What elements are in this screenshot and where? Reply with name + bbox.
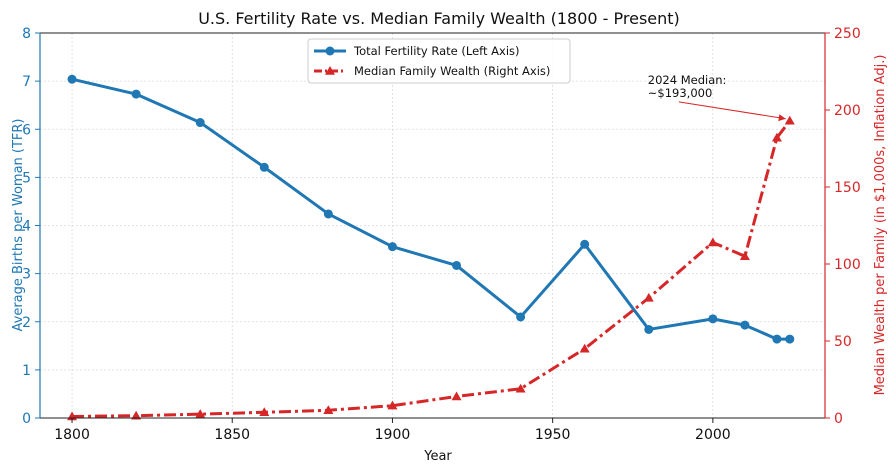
y-right-tick-label: 0 [834, 411, 843, 427]
x-tick-label: 2000 [695, 427, 731, 443]
fertility-point [785, 334, 795, 344]
fertility-point [131, 89, 141, 99]
fertility-point [195, 118, 205, 128]
x-tick-label: 1950 [535, 427, 571, 443]
fertility-point [644, 324, 654, 334]
wealth-point [784, 115, 795, 125]
axes: 1800 1850 1900 1950 2000 0 1 2 3 4 5 6 7 8 0 50 100 150 20… [22, 26, 861, 443]
y-left-tick-label: 4 [22, 219, 31, 235]
plot-series [67, 74, 795, 421]
annotation-arrow-line [678, 101, 786, 120]
x-tick-label: 1800 [54, 427, 90, 443]
annotation-text: ~$193,000 [648, 86, 713, 100]
annotation-text: 2024 Median: [648, 73, 727, 87]
wealth-point [579, 343, 590, 353]
wealth-line [72, 119, 791, 418]
series-wealth [67, 115, 795, 421]
y-left-tick-label: 1 [22, 363, 31, 379]
fertility-point [580, 239, 590, 249]
legend-entry-label: Total Fertility Rate (Left Axis) [353, 44, 520, 58]
y-left-tick-label: 7 [22, 74, 31, 90]
wealth-point [131, 410, 142, 420]
fertility-point [67, 74, 77, 84]
wealth-point [451, 391, 462, 401]
annotation: 2024 Median:~$193,000 [648, 73, 786, 122]
x-tick-label: 1850 [214, 427, 250, 443]
legend: Total Fertility Rate (Left Axis) Median F… [307, 38, 571, 84]
legend-marker [325, 66, 335, 75]
fertility-point [516, 312, 526, 322]
y-axis-right-label: Median Wealth per Family (in $1,000s, In… [873, 55, 888, 396]
wealth-point [259, 407, 270, 417]
x-axis-label: Year [423, 449, 452, 464]
y-right-tick-label: 100 [834, 257, 861, 273]
y-left-tick-label: 0 [22, 411, 31, 427]
series-fertility [67, 74, 795, 344]
legend-entry-label: Median Family Wealth (Right Axis) [354, 64, 550, 78]
wealth-point [739, 251, 750, 261]
fertility-point [387, 242, 397, 252]
wealth-point [515, 383, 526, 393]
wealth-point [707, 237, 718, 247]
y-left-tick-label: 6 [22, 122, 31, 138]
y-right-tick-label: 50 [834, 334, 852, 350]
y-left-tick-label: 3 [22, 267, 31, 283]
fertility-point [740, 320, 750, 330]
y-axis-left-label: Average Births per Woman (TFR) [11, 118, 26, 331]
chart-title: U.S. Fertility Rate vs. Median Family We… [198, 9, 680, 28]
fertility-point [708, 314, 718, 324]
y-right-tick-label: 150 [834, 180, 861, 196]
wealth-point [643, 292, 654, 302]
fertility-line [71, 77, 790, 341]
y-right-tick-label: 200 [834, 103, 861, 119]
legend-marker [325, 46, 335, 56]
fertility-point [259, 162, 269, 172]
y-right-tick-label: 250 [834, 26, 861, 42]
x-tick-label: 1900 [375, 427, 411, 443]
wealth-point [195, 409, 206, 418]
y-left-tick-label: 5 [22, 170, 31, 186]
fertility-point [323, 209, 333, 219]
y-left-tick-label: 2 [22, 315, 31, 331]
wealth-point [387, 400, 398, 410]
wealth-point [771, 132, 782, 142]
legend-box [307, 38, 571, 84]
annotation-arrow-head [778, 114, 786, 122]
fertility-point [772, 334, 782, 344]
wealth-point [323, 405, 334, 415]
fertility-point [452, 260, 462, 270]
y-left-tick-label: 8 [22, 26, 31, 42]
